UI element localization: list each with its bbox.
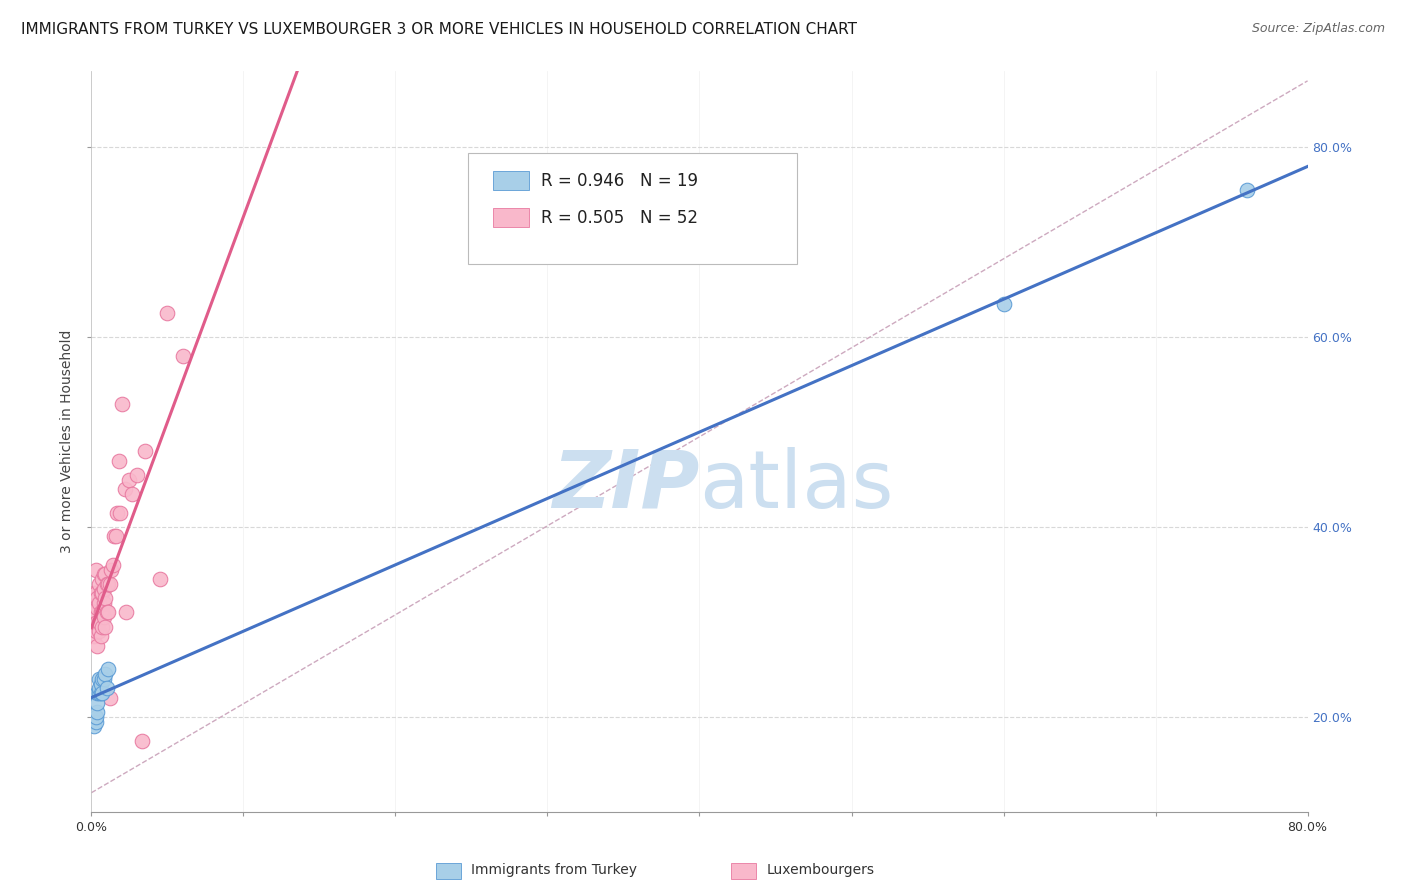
Point xyxy=(91,572,114,586)
Point xyxy=(96,577,118,591)
Point xyxy=(131,733,153,747)
Text: ZIP: ZIP xyxy=(553,447,699,525)
Point xyxy=(125,467,148,482)
Point xyxy=(149,572,172,586)
Point xyxy=(93,567,115,582)
Point xyxy=(84,586,107,600)
Point xyxy=(91,619,114,633)
Point xyxy=(89,606,111,620)
Point xyxy=(87,672,110,686)
Point xyxy=(96,606,118,620)
Point xyxy=(111,396,134,410)
Point xyxy=(89,686,111,700)
Point xyxy=(91,606,114,620)
Point xyxy=(1236,183,1258,197)
Point xyxy=(105,506,128,520)
Point xyxy=(118,473,141,487)
Point xyxy=(97,606,120,620)
Point xyxy=(87,681,110,696)
Point xyxy=(114,482,136,496)
Point xyxy=(87,624,110,639)
Point xyxy=(87,686,110,700)
Point xyxy=(86,600,108,615)
Point xyxy=(89,586,111,600)
Point xyxy=(91,586,114,600)
Point xyxy=(83,586,105,600)
Text: Source: ZipAtlas.com: Source: ZipAtlas.com xyxy=(1251,22,1385,36)
Text: Immigrants from Turkey: Immigrants from Turkey xyxy=(471,863,637,877)
Point xyxy=(97,577,120,591)
Point xyxy=(84,624,107,639)
Point xyxy=(91,686,114,700)
Point xyxy=(86,639,108,653)
Text: R = 0.505   N = 52: R = 0.505 N = 52 xyxy=(541,209,699,227)
Point xyxy=(96,681,118,696)
Point xyxy=(103,529,125,543)
Point xyxy=(91,672,114,686)
Point xyxy=(115,606,138,620)
Point xyxy=(104,529,127,543)
Point xyxy=(94,619,117,633)
Point xyxy=(93,596,115,610)
Point xyxy=(86,591,108,606)
Y-axis label: 3 or more Vehicles in Household: 3 or more Vehicles in Household xyxy=(60,330,75,553)
Point xyxy=(89,629,111,643)
FancyBboxPatch shape xyxy=(492,171,529,190)
Point xyxy=(86,696,108,710)
Point xyxy=(87,596,110,610)
Point xyxy=(89,676,111,690)
Text: R = 0.946   N = 19: R = 0.946 N = 19 xyxy=(541,172,699,190)
Point xyxy=(134,444,156,458)
Point xyxy=(101,558,124,572)
Point xyxy=(84,710,107,724)
Point xyxy=(84,714,107,729)
Point xyxy=(86,615,108,629)
Point xyxy=(94,667,117,681)
Point xyxy=(86,686,108,700)
Point xyxy=(84,563,107,577)
Point xyxy=(156,306,179,320)
Point xyxy=(83,719,105,733)
Point xyxy=(93,610,115,624)
Point xyxy=(83,629,105,643)
Point xyxy=(107,453,129,467)
Point xyxy=(87,615,110,629)
FancyBboxPatch shape xyxy=(468,153,797,264)
Text: atlas: atlas xyxy=(699,447,894,525)
Point xyxy=(100,563,122,577)
Point xyxy=(94,591,117,606)
Point xyxy=(86,705,108,719)
Point xyxy=(84,606,107,620)
Point xyxy=(97,662,120,676)
Point xyxy=(93,672,115,686)
Point xyxy=(110,506,132,520)
Point xyxy=(993,297,1015,311)
Point xyxy=(94,567,117,582)
Point xyxy=(87,577,110,591)
Text: IMMIGRANTS FROM TURKEY VS LUXEMBOURGER 3 OR MORE VEHICLES IN HOUSEHOLD CORRELATI: IMMIGRANTS FROM TURKEY VS LUXEMBOURGER 3… xyxy=(21,22,858,37)
Point xyxy=(98,577,121,591)
Point xyxy=(172,349,194,363)
Point xyxy=(93,582,115,596)
FancyBboxPatch shape xyxy=(492,209,529,227)
Text: Luxembourgers: Luxembourgers xyxy=(766,863,875,877)
Point xyxy=(98,690,121,705)
Point xyxy=(121,487,143,501)
